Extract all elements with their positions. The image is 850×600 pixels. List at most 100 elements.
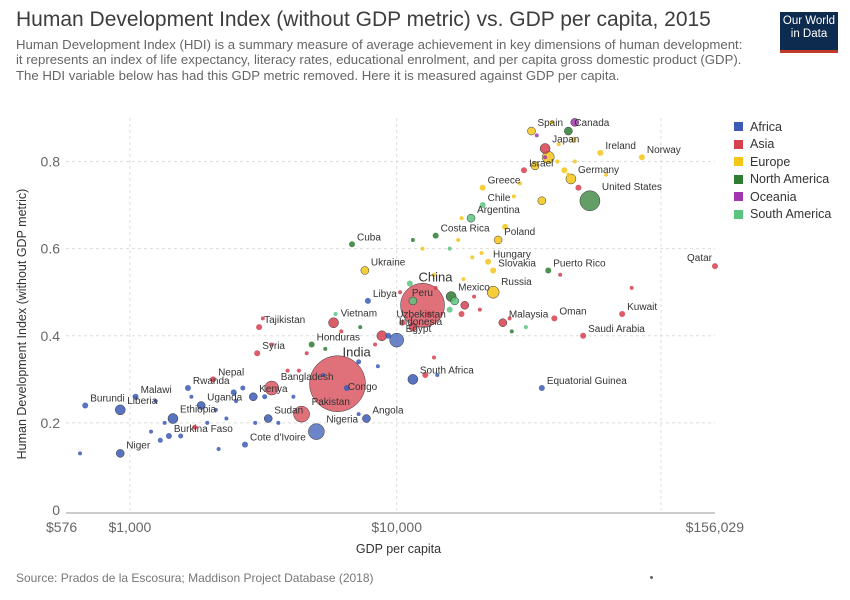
legend-swatch	[734, 209, 743, 219]
data-point	[162, 420, 167, 425]
point-label: Nigeria	[326, 415, 358, 426]
point-label: Ireland	[605, 141, 636, 152]
point-label: China	[419, 269, 454, 284]
data-point	[256, 324, 263, 331]
data-point	[78, 451, 83, 456]
data-point	[507, 316, 512, 321]
data-point	[432, 272, 437, 277]
data-point	[356, 359, 362, 365]
legend-item[interactable]: South America	[734, 206, 831, 224]
data-point	[498, 318, 508, 327]
point-label: Syria	[262, 341, 285, 352]
point-label: Chile	[488, 193, 511, 204]
data-point	[456, 237, 461, 242]
y-axis-title: Human Development Index (without GDP met…	[15, 189, 29, 460]
legend-item[interactable]: Africa	[734, 118, 831, 136]
data-point	[269, 342, 274, 347]
data-point	[420, 246, 425, 251]
legend-item[interactable]: North America	[734, 171, 831, 189]
data-point	[425, 311, 432, 317]
point-label: Germany	[578, 165, 619, 176]
data-point	[249, 392, 258, 402]
point-label: Russia	[501, 277, 532, 288]
point-label: Congo	[348, 382, 378, 393]
y-tick-label: 0.2	[41, 415, 61, 431]
data-point	[399, 319, 406, 326]
data-point	[470, 255, 475, 260]
data-point	[511, 194, 516, 199]
legend-label: South America	[750, 207, 832, 222]
chart-subtitle: Human Development Index (HDI) is a summa…	[16, 37, 743, 83]
data-point	[458, 311, 465, 317]
data-point	[293, 405, 310, 423]
point-label: Uganda	[207, 392, 242, 403]
point-label: Costa Rica	[441, 224, 490, 235]
data-point	[167, 413, 179, 424]
data-point	[230, 389, 237, 396]
data-point	[556, 142, 561, 147]
point-label: Oman	[559, 306, 586, 317]
data-point	[375, 364, 380, 369]
data-point	[530, 161, 540, 171]
legend-item[interactable]: Asia	[734, 136, 831, 154]
point-label: Rwanda	[193, 376, 230, 387]
data-point	[447, 246, 452, 251]
data-point	[545, 267, 552, 274]
data-point	[509, 329, 514, 334]
legend-label: North America	[750, 172, 830, 187]
point-label: Cote d'Ivoire	[250, 433, 306, 444]
point-label: Sudan	[274, 406, 303, 417]
legend-item[interactable]: Europe	[734, 153, 831, 171]
footer-dot	[650, 576, 653, 579]
data-point	[543, 155, 548, 160]
data-point	[408, 322, 418, 332]
data-point	[493, 235, 503, 245]
legend-item[interactable]: Oceania	[734, 188, 831, 206]
data-point	[358, 325, 363, 330]
data-point	[422, 371, 429, 378]
data-point	[486, 285, 500, 299]
source-note: Source: Prados de la Escosura; Maddison …	[16, 571, 374, 585]
data-point	[579, 190, 601, 212]
data-point	[216, 447, 221, 452]
point-label: Burundi	[90, 393, 124, 404]
legend-label: Asia	[750, 137, 775, 152]
point-label: Uzbekistan	[396, 310, 445, 321]
x-tick-label: $576	[46, 519, 77, 535]
data-point	[213, 407, 218, 412]
data-point	[485, 258, 492, 265]
data-point	[157, 437, 163, 443]
data-point	[604, 172, 609, 177]
point-label: Pakistan	[312, 397, 350, 408]
y-tick-label: 0.6	[41, 241, 61, 257]
point-label: Saudi Arabia	[588, 324, 645, 335]
y-tick-label: 0	[52, 502, 60, 518]
data-point	[466, 213, 476, 223]
data-point	[538, 385, 545, 392]
data-point	[205, 420, 210, 425]
point-label: Malaysia	[509, 310, 549, 321]
point-label: Equatorial Guinea	[547, 376, 627, 387]
data-point	[364, 297, 371, 304]
data-point	[580, 332, 587, 339]
point-label: Puerto Rico	[553, 258, 606, 269]
legend-label: Europe	[750, 154, 791, 169]
point-label: Slovakia	[498, 258, 536, 269]
data-point	[432, 355, 437, 360]
data-point	[153, 399, 158, 404]
data-point	[224, 416, 229, 421]
data-point	[629, 285, 634, 290]
point-label: Peru	[412, 288, 433, 299]
data-point	[461, 277, 466, 282]
data-point	[572, 159, 577, 164]
x-tick-label: $1,000	[108, 519, 151, 535]
point-label: India	[343, 345, 372, 360]
owid-logo[interactable]: Our World in Data	[780, 12, 838, 50]
data-point	[373, 342, 378, 347]
data-point	[446, 306, 453, 313]
data-point	[408, 296, 418, 306]
data-point	[558, 272, 563, 277]
data-point	[575, 184, 582, 191]
point-label: Tajikistan	[264, 315, 305, 326]
point-label: Japan	[552, 134, 579, 145]
